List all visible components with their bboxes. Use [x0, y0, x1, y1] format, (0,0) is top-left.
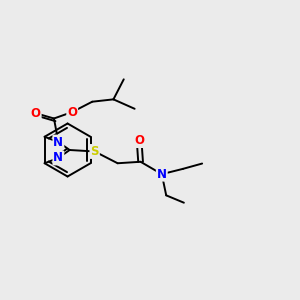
Text: O: O	[31, 107, 41, 120]
Text: N: N	[53, 136, 63, 148]
Text: O: O	[67, 106, 77, 118]
Text: N: N	[53, 152, 63, 164]
Text: O: O	[134, 134, 144, 147]
Text: S: S	[90, 145, 99, 158]
Text: N: N	[157, 168, 167, 181]
